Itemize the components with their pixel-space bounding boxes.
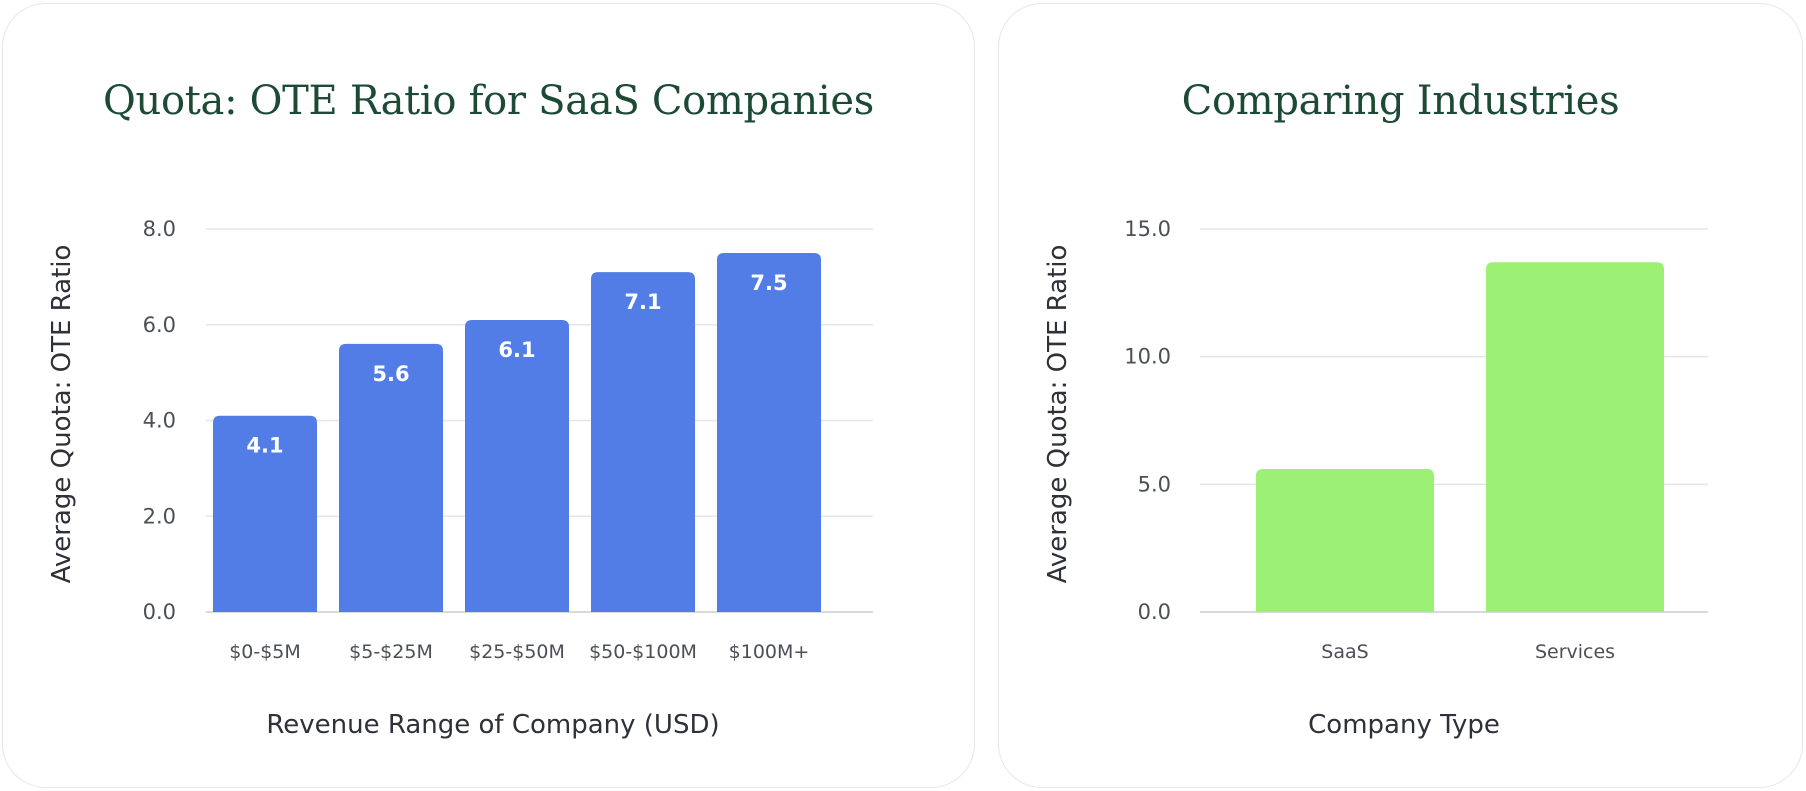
bar xyxy=(213,415,317,612)
bar xyxy=(717,252,821,612)
chart-title: Quota: OTE Ratio for SaaS Companies xyxy=(103,78,874,124)
y-tick-label: 2.0 xyxy=(143,504,176,528)
x-category-label: $25-$50M xyxy=(469,641,565,663)
bar xyxy=(591,272,695,612)
y-tick-label: 10.0 xyxy=(1124,345,1171,369)
bar-value-label: 5.6 xyxy=(372,362,409,386)
bar xyxy=(1256,469,1434,612)
bar-value-label: 6.1 xyxy=(498,338,535,362)
bar-chart-saas-revenue: 0.0 2.0 4.0 6.0 8.0 4.1 $0-$5M 5.6 $5-$25M 6.1 $25… xyxy=(47,217,873,740)
x-category-label: Services xyxy=(1535,641,1615,663)
chart-card-industries: Comparing Industries 0.0 5.0 10.0 15.0 SaaS S… xyxy=(998,3,1803,788)
x-category-label: $100M+ xyxy=(729,641,810,663)
x-axis-title: Company Type xyxy=(1308,710,1500,740)
bar xyxy=(339,343,443,612)
y-tick-label: 0.0 xyxy=(1138,600,1171,624)
bar-value-label: 7.5 xyxy=(750,271,787,295)
bar-value-label: 7.1 xyxy=(624,290,661,314)
x-category-label: $0-$5M xyxy=(229,641,301,663)
y-tick-label: 4.0 xyxy=(143,409,176,433)
y-tick-label: 6.0 xyxy=(143,313,176,337)
bar-value-label: 4.1 xyxy=(246,434,283,458)
y-tick-label: 15.0 xyxy=(1124,217,1171,241)
bar xyxy=(465,319,569,612)
y-axis-title: Average Quota: OTE Ratio xyxy=(1043,245,1073,584)
x-category-label: SaaS xyxy=(1321,641,1368,663)
y-tick-label: 0.0 xyxy=(143,600,176,624)
bar-chart-industries: 0.0 5.0 10.0 15.0 SaaS Services Average Quota:… xyxy=(1043,217,1708,740)
x-category-label: $50-$100M xyxy=(589,641,697,663)
chart-title: Comparing Industries xyxy=(1181,78,1620,124)
y-tick-label: 5.0 xyxy=(1138,472,1171,496)
y-tick-label: 8.0 xyxy=(143,217,176,241)
y-axis-title: Average Quota: OTE Ratio xyxy=(47,245,77,584)
x-category-label: $5-$25M xyxy=(349,641,433,663)
x-axis-title: Revenue Range of Company (USD) xyxy=(266,710,719,740)
chart-card-saas-revenue: Quota: OTE Ratio for SaaS Companies 0.0 2… xyxy=(2,3,975,788)
bar xyxy=(1486,262,1664,612)
